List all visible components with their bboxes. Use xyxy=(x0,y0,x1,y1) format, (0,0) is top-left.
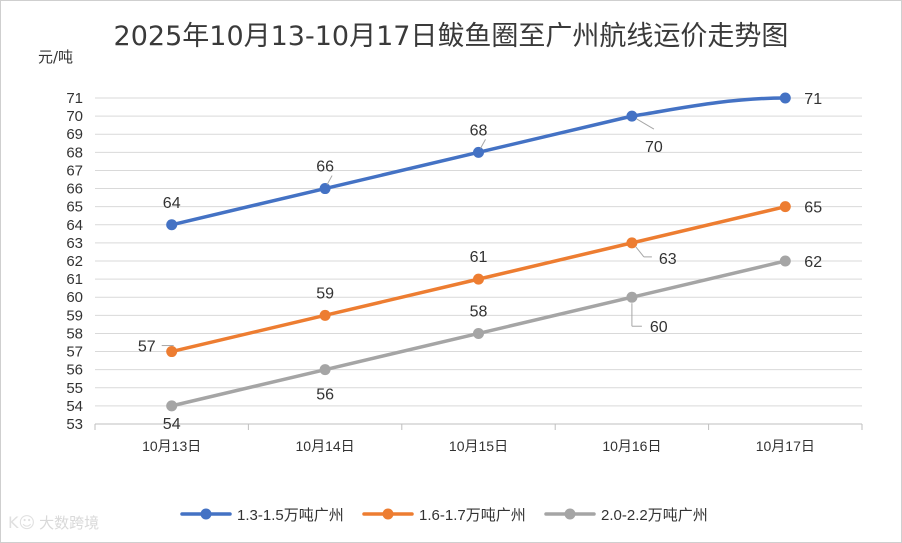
y-tick-label: 62 xyxy=(66,253,83,270)
series-line xyxy=(169,96,788,227)
data-point xyxy=(626,291,638,303)
data-point xyxy=(626,110,638,122)
data-point xyxy=(166,346,178,358)
data-point xyxy=(473,273,484,285)
y-tick-label: 53 xyxy=(66,416,83,433)
x-tick-label: 10月14日 xyxy=(296,438,355,454)
label-leader xyxy=(480,139,486,149)
data-label: 59 xyxy=(316,285,334,302)
data-label: 54 xyxy=(163,416,181,433)
data-label: 68 xyxy=(470,122,488,139)
y-tick-label: 58 xyxy=(66,325,83,342)
series-lines xyxy=(166,92,791,412)
y-tick-label: 66 xyxy=(66,181,83,198)
data-label: 60 xyxy=(650,319,668,336)
data-point xyxy=(626,237,638,249)
legend: 1.3-1.5万吨广州 1.6-1.7万吨广州 2.0-2.2万吨广州 xyxy=(180,507,708,524)
data-labels: 64 66 68 70 71 57 59 61 63 65 54 56 58 60 62 xyxy=(138,91,822,433)
y-tick-label: 65 xyxy=(66,199,83,216)
data-point xyxy=(779,255,791,267)
x-tick-label: 10月13日 xyxy=(142,438,201,454)
y-tick-label: 67 xyxy=(66,162,83,179)
y-tick-label: 68 xyxy=(66,144,83,161)
x-tick-label: 10月15日 xyxy=(449,438,508,454)
data-label: 63 xyxy=(659,251,677,268)
data-label: 64 xyxy=(163,195,181,212)
legend-label: 2.0-2.2万吨广州 xyxy=(601,507,708,524)
data-label: 61 xyxy=(470,249,488,266)
y-axis-unit-label: 元/吨 xyxy=(38,48,74,66)
y-tick-label: 54 xyxy=(66,398,83,415)
data-point xyxy=(779,201,791,213)
label-leader xyxy=(636,118,655,130)
label-leader xyxy=(635,246,645,258)
data-label: 56 xyxy=(316,387,334,404)
y-tick-label: 70 xyxy=(66,108,83,125)
data-label: 62 xyxy=(804,254,822,271)
data-label: 65 xyxy=(804,200,822,217)
data-point xyxy=(319,364,331,376)
data-label: 70 xyxy=(645,139,663,156)
data-point xyxy=(473,146,484,158)
y-tick-label: 61 xyxy=(66,271,83,288)
data-point xyxy=(779,92,791,104)
data-point xyxy=(319,183,331,195)
y-tick-label: 69 xyxy=(66,126,83,143)
x-axis: 10月13日 10月14日 10月15日 10月16日 10月17日 xyxy=(94,423,863,454)
y-tick-label: 63 xyxy=(66,235,83,252)
data-label: 57 xyxy=(138,339,156,356)
legend-label: 1.6-1.7万吨广州 xyxy=(419,507,526,524)
y-tick-label: 57 xyxy=(66,344,83,361)
watermark-text: 大数跨境 xyxy=(39,514,100,532)
watermark: K☺ 大数跨境 xyxy=(8,512,99,533)
legend-swatch-marker xyxy=(382,508,394,520)
data-point xyxy=(473,327,484,339)
y-tick-label: 64 xyxy=(66,217,83,234)
chart-title: 2025年10月13-10月17日鲅鱼圈至广州航线运价走势图 xyxy=(113,21,789,52)
y-tick-label: 60 xyxy=(66,289,83,306)
x-tick-label: 10月17日 xyxy=(756,438,815,454)
y-tick-label: 71 xyxy=(66,90,83,107)
data-label: 58 xyxy=(470,303,488,320)
legend-swatch-marker xyxy=(200,508,212,520)
data-point xyxy=(319,309,331,321)
legend-label: 1.3-1.5万吨广州 xyxy=(237,507,344,524)
data-point xyxy=(166,219,178,231)
y-tick-label: 59 xyxy=(66,307,83,324)
data-label: 66 xyxy=(316,159,334,176)
y-tick-label: 55 xyxy=(66,380,83,397)
legend-swatch-marker xyxy=(564,508,576,520)
y-tick-label: 56 xyxy=(66,362,83,379)
x-tick-label: 10月16日 xyxy=(602,438,661,454)
label-leader xyxy=(326,175,333,185)
data-label: 71 xyxy=(804,91,822,108)
data-point xyxy=(166,400,178,412)
watermark-logo-icon: K☺ xyxy=(8,513,36,532)
